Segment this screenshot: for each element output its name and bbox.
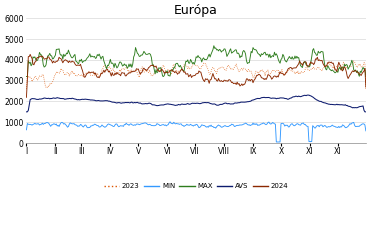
Legend: 2023, MIN, MAX, AVS, 2024: 2023, MIN, MAX, AVS, 2024 <box>101 180 291 192</box>
Title: Európa: Európa <box>174 4 218 17</box>
